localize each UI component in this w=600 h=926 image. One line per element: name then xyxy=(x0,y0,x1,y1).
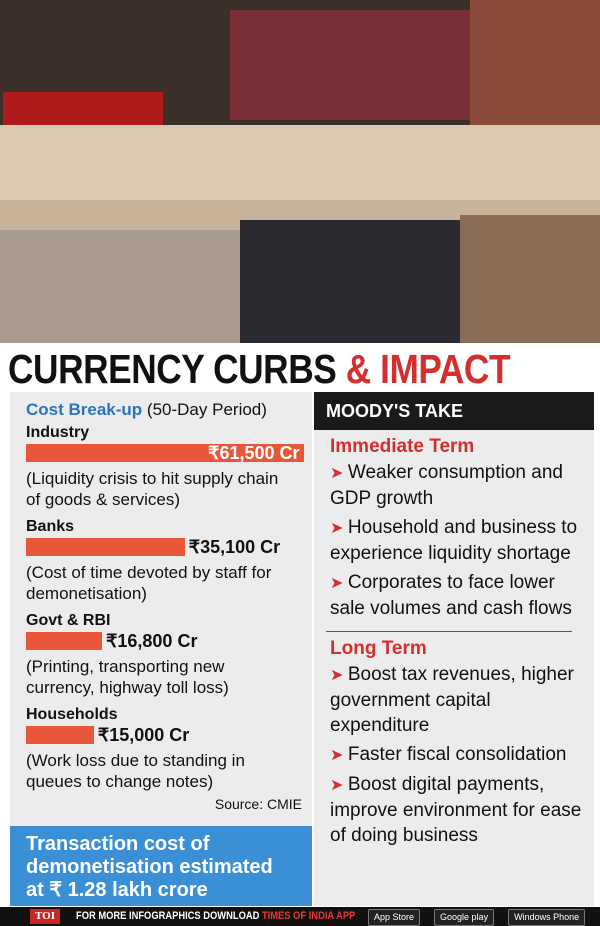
bar xyxy=(26,444,304,462)
photo xyxy=(0,0,600,343)
bar-row: ₹35,100 Cr xyxy=(10,536,312,558)
footer-app: TIMES OF INDIA APP xyxy=(261,910,356,922)
category: Industry xyxy=(26,424,90,441)
bullet-item: Weaker consumption and GDP growth xyxy=(326,460,588,511)
cost-panel: Cost Break-up (50-Day Period) Industry ₹6… xyxy=(10,392,312,906)
value-label: ₹61,500 Cr xyxy=(208,443,300,463)
bar xyxy=(26,632,102,650)
highlight-line: demonetisation estimated xyxy=(26,856,273,878)
note: (Cost of time devoted by staff for demon… xyxy=(26,563,272,603)
store-badge: App Store xyxy=(368,909,421,926)
category: Banks xyxy=(26,518,75,535)
title-part: & IMPACT xyxy=(345,346,511,392)
separator xyxy=(326,631,572,632)
category: Govt & RBI xyxy=(26,612,111,629)
bullet-item: Boost digital payments, improve environm… xyxy=(326,772,588,848)
note: (Liquidity crisis to hit supply chain of… xyxy=(26,469,279,509)
brand: TOI xyxy=(30,909,60,924)
footer: TOI FOR MORE INFOGRAPHICS DOWNLOAD TIMES… xyxy=(0,907,600,926)
bullet-item: Faster fiscal consolidation xyxy=(326,742,588,768)
footer-text: FOR MORE INFOGRAPHICS DOWNLOAD TIMES OF … xyxy=(76,907,355,926)
chart-subtitle: (50-Day Period) xyxy=(146,400,267,419)
value-label: ₹15,000 Cr xyxy=(97,725,190,745)
bar-block: Banks ₹35,100 Cr (Cost of time devoted by … xyxy=(10,518,312,604)
chart-title: Cost Break-up xyxy=(26,400,143,419)
sections: Immediate Term Weaker consumption and GDP… xyxy=(314,436,594,848)
bar-block: Households ₹15,000 Cr (Work loss due to st… xyxy=(10,706,312,792)
highlight-line: Transaction cost of xyxy=(26,833,210,855)
footer-text-part: FOR MORE INFOGRAPHICS DOWNLOAD xyxy=(76,910,260,922)
bullet-item: Boost tax revenues, higher government ca… xyxy=(326,662,588,738)
bullet-item: Household and business to experience liq… xyxy=(326,515,588,566)
note: (Work loss due to standing in queues to … xyxy=(26,751,245,791)
bar-block: Govt & RBI ₹16,800 Cr (Printing, transport… xyxy=(10,612,312,698)
badges: App Store Google play Windows Phone xyxy=(368,909,586,926)
bar-row: ₹15,000 Cr xyxy=(10,724,312,746)
store-badge: Windows Phone xyxy=(508,909,586,926)
section-heading: Long Term xyxy=(330,638,427,659)
bar-row: ₹16,800 Cr xyxy=(10,630,312,652)
moodys-panel: MOODY'S TAKE Immediate Term Weaker consum… xyxy=(314,392,594,906)
panel-title: MOODY'S TAKE xyxy=(314,392,594,430)
bullet-item: Corporates to face lower sale volumes an… xyxy=(326,570,588,621)
bar xyxy=(26,538,185,556)
category: Households xyxy=(26,706,118,723)
section-heading: Immediate Term xyxy=(330,436,475,457)
bar-list: Industry ₹61,500 Cr (Liquidity crisis to h… xyxy=(10,424,312,792)
value-label: ₹35,100 Cr xyxy=(188,537,281,557)
note: (Printing, transporting new currency, hi… xyxy=(26,657,229,697)
highlight-box: Transaction cost of demonetisation estima… xyxy=(10,826,312,906)
title-part: CURRENCY CURBS xyxy=(8,346,337,392)
store-badge: Google play xyxy=(434,909,495,926)
bar-block: Industry ₹61,500 Cr (Liquidity crisis to h… xyxy=(10,424,312,510)
bar-row: ₹61,500 Cr xyxy=(10,442,312,464)
chart-heading: Cost Break-up (50-Day Period) xyxy=(10,392,312,420)
highlight-line: at ₹ 1.28 lakh crore xyxy=(26,879,208,901)
value-label: ₹16,800 Cr xyxy=(105,631,198,651)
source: Source: CMIE xyxy=(214,796,302,812)
title: CURRENCY CURBS & IMPACT xyxy=(8,346,511,393)
bar xyxy=(26,726,94,744)
